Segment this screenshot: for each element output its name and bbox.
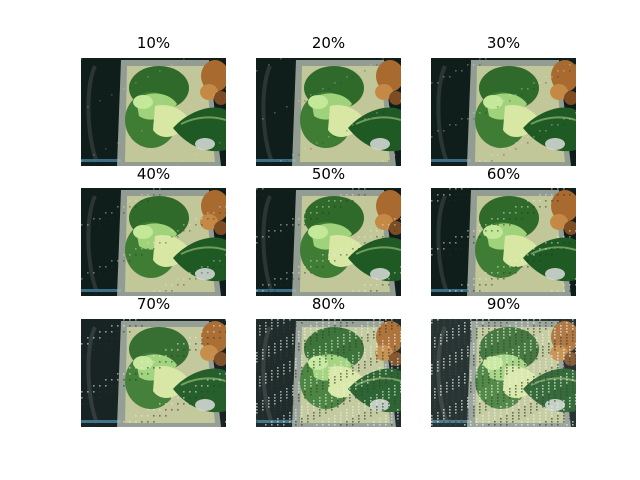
food-photo	[256, 58, 401, 166]
panel-title-6: 60%	[486, 165, 521, 183]
panel-image-8	[256, 319, 401, 427]
food-photo	[256, 188, 401, 296]
panel-image-9	[431, 319, 576, 427]
panel-image-5	[256, 188, 401, 296]
food-photo	[81, 58, 226, 166]
panel-title-4: 40%	[136, 165, 171, 183]
panel-title-5: 50%	[311, 165, 346, 183]
panel-title-7: 70%	[136, 295, 171, 313]
panel-title-3: 30%	[486, 34, 521, 52]
food-photo	[256, 319, 401, 427]
food-photo	[81, 188, 226, 296]
panel-title-2: 20%	[311, 34, 346, 52]
panel-image-2	[256, 58, 401, 166]
food-photo	[81, 319, 226, 427]
panel-image-7	[81, 319, 226, 427]
panel-image-1	[81, 58, 226, 166]
panel-title-8: 80%	[311, 295, 346, 313]
panel-image-3	[431, 58, 576, 166]
panel-title-9: 90%	[486, 295, 521, 313]
panel-title-1: 10%	[136, 34, 171, 52]
food-photo	[431, 188, 576, 296]
food-photo	[431, 58, 576, 166]
food-photo	[431, 319, 576, 427]
panel-image-4	[81, 188, 226, 296]
panel-image-6	[431, 188, 576, 296]
